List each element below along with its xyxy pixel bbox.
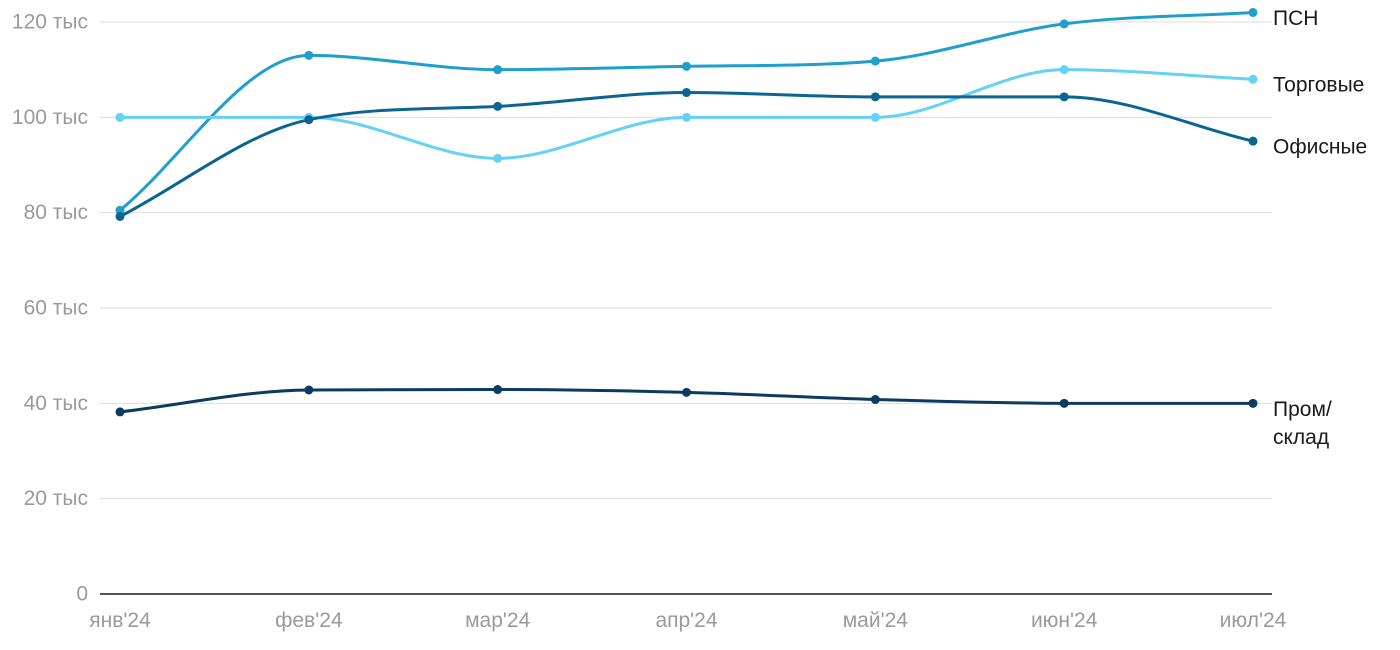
data-point [682, 112, 691, 122]
series-label: Офисные [1273, 136, 1367, 159]
data-point [304, 50, 314, 60]
series-group [115, 385, 1258, 417]
series-line [118, 91, 1255, 218]
data-point [1059, 65, 1069, 75]
data-point [1248, 7, 1258, 17]
y-tick-label: 100 тыс [12, 106, 88, 129]
series-labels: ПСН Торговые Офисные Пром/склад [1273, 7, 1367, 449]
x-tick-label: мар'24 [465, 609, 530, 632]
y-tick-label: 80 тыс [24, 201, 88, 224]
series-group [115, 65, 1258, 163]
data-point [1059, 92, 1069, 102]
x-tick-label: май'24 [843, 609, 909, 632]
y-axis-tick-labels: 0 20 тыс 40 тыс 60 тыс 80 тыс 100 тыс 120 тыс [12, 11, 88, 606]
data-point [115, 112, 125, 122]
y-tick-label: 20 тыс [24, 487, 88, 510]
data-point [115, 407, 125, 417]
data-point [682, 387, 691, 397]
x-tick-label: янв'24 [89, 609, 151, 632]
series-group [115, 7, 1258, 215]
x-tick-label: июн'24 [1031, 609, 1098, 632]
data-point [1248, 136, 1258, 146]
data-point [304, 115, 314, 125]
series-layer [115, 7, 1258, 417]
series-group [115, 88, 1258, 221]
series-label: Пром/ [1273, 398, 1332, 421]
series-label: Торговые [1273, 74, 1364, 97]
data-point [870, 92, 880, 102]
data-point [682, 61, 691, 71]
data-point [682, 88, 691, 98]
data-point [1059, 19, 1069, 29]
y-tick-label: 0 [76, 583, 88, 606]
data-point [870, 112, 880, 122]
data-point [493, 153, 503, 163]
data-point [870, 395, 880, 405]
x-tick-label: июл'24 [1220, 609, 1287, 632]
y-tick-label: 60 тыс [24, 297, 88, 320]
series-label: склад [1273, 426, 1329, 449]
data-point [870, 56, 880, 66]
data-point [493, 65, 503, 75]
grid-layer [100, 21, 1272, 595]
data-point [1059, 398, 1069, 408]
data-point [304, 385, 314, 395]
series-label: ПСН [1273, 7, 1318, 30]
series-line [118, 10, 1255, 212]
data-point [1248, 398, 1258, 408]
data-point [493, 101, 503, 111]
x-tick-label: апр'24 [655, 609, 717, 632]
data-point [115, 205, 125, 215]
data-point [1248, 74, 1258, 84]
data-point [493, 385, 503, 395]
data-point [115, 211, 125, 221]
y-tick-label: 40 тыс [24, 392, 88, 415]
y-tick-label: 120 тыс [12, 11, 88, 34]
x-axis-tick-labels: янв'24 фев'24 мар'24 апр'24 май'24 июн'24 июл'… [89, 609, 1286, 632]
x-tick-label: фев'24 [275, 609, 343, 632]
